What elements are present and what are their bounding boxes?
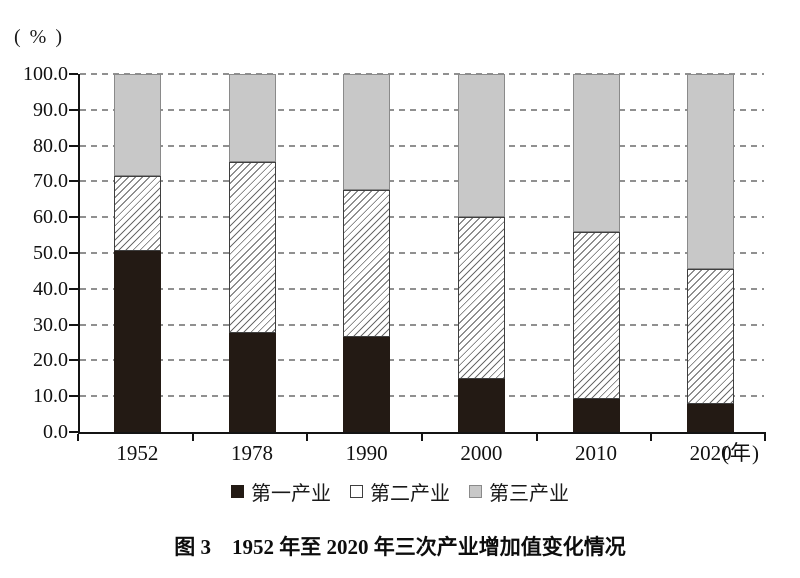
bar-segment-1990-series-0 <box>343 336 391 432</box>
y-axis-tick <box>69 216 78 219</box>
y-axis-tick-label: 10.0 <box>33 385 68 408</box>
x-axis-label-1990: 1990 <box>345 441 388 465</box>
bar-segment-1952-series-2 <box>113 74 161 177</box>
bar-segment-2020-series-1 <box>687 269 735 405</box>
x-axis-tick <box>192 434 194 441</box>
bar-segment-1952-series-1 <box>113 176 161 252</box>
legend-swatch-solid-square-icon <box>231 485 244 498</box>
x-axis-tick <box>764 434 766 441</box>
bar-segment-1978-series-0 <box>228 332 276 432</box>
legend-item-secondary-industry: 第二产业 <box>350 477 450 506</box>
x-axis-tick <box>77 434 79 441</box>
y-axis-tick-label: 50.0 <box>33 242 68 264</box>
bar-segment-2020-series-2 <box>687 74 735 270</box>
bar-segment-2010-series-1 <box>572 232 620 399</box>
y-axis-tick-label: 40.0 <box>33 277 68 300</box>
gridline <box>80 287 764 290</box>
x-axis-label-1952: 1952 <box>116 441 159 465</box>
y-axis-tick-label: 60.0 <box>33 206 68 229</box>
bar-segment-2020-series-0 <box>687 404 735 432</box>
bar-segment-2010-series-2 <box>572 74 620 233</box>
y-axis-unit-label: ( % ) <box>14 26 64 48</box>
bar-segment-2010-series-0 <box>572 398 620 432</box>
gridline <box>80 252 764 254</box>
x-axis-tick <box>421 434 423 441</box>
bar-segment-1952-series-0 <box>113 251 161 432</box>
y-axis-tick <box>69 144 78 147</box>
legend-label: 第一产业 <box>251 483 331 505</box>
x-axis-tick <box>306 434 308 441</box>
bar-segment-1990-series-2 <box>343 74 391 191</box>
bar-segment-2000-series-2 <box>457 74 505 217</box>
figure-caption: 图 3 1952 年至 2020 年三次产业增加值变化情况 <box>174 535 626 559</box>
gridline <box>80 323 764 326</box>
x-axis-label-2020: 2020 <box>689 441 732 465</box>
y-axis-tick <box>69 287 78 290</box>
bar-segment-2000-series-0 <box>457 379 505 432</box>
y-axis-tick-label: 100.0 <box>23 63 68 85</box>
legend-swatch-hatched-square-icon <box>350 485 363 498</box>
y-axis-tick <box>69 73 78 75</box>
legend-item-primary-industry: 第一产业 <box>231 477 331 506</box>
legend-swatch-gray-square-icon <box>469 485 482 498</box>
legend-item-tertiary-industry: 第三产业 <box>469 477 569 506</box>
legend-label: 第二产业 <box>370 483 450 505</box>
gridline <box>80 73 764 75</box>
bar-segment-1990-series-1 <box>343 190 391 337</box>
bar-1990 <box>343 74 391 432</box>
bar-segment-1978-series-1 <box>228 162 276 333</box>
gridline <box>80 395 764 398</box>
legend: 第一产业 第二产业 第三产业 <box>0 477 800 506</box>
y-axis-tick-label: 0.0 <box>43 421 68 443</box>
bar-2020 <box>687 74 735 432</box>
y-axis-tick <box>69 252 78 254</box>
x-axis-label-2010: 2010 <box>574 441 617 465</box>
bar-segment-1978-series-2 <box>228 74 276 163</box>
y-axis-line <box>78 74 80 434</box>
y-axis-tick <box>69 323 78 326</box>
gridline <box>80 216 764 219</box>
x-axis-tick <box>650 434 652 441</box>
x-axis-unit-label: (年) <box>722 441 760 465</box>
legend-label: 第三产业 <box>489 483 569 505</box>
y-axis-tick-label: 30.0 <box>33 313 68 336</box>
bar-2000 <box>457 74 505 432</box>
plot-area <box>69 73 768 441</box>
gridline <box>80 144 764 147</box>
y-axis-tick <box>69 395 78 398</box>
gridline <box>80 359 764 362</box>
x-axis-line <box>78 432 766 434</box>
y-axis-tick <box>69 431 78 433</box>
bar-1952 <box>113 74 161 432</box>
y-axis-tick-label: 90.0 <box>33 98 68 121</box>
bar-segment-2000-series-1 <box>457 216 505 380</box>
bar-1978 <box>228 74 276 432</box>
y-axis-tick <box>69 359 78 362</box>
bar-2010 <box>572 74 620 432</box>
y-axis-tick <box>69 108 78 111</box>
y-axis-tick-label: 20.0 <box>33 349 68 372</box>
y-axis-tick-label: 80.0 <box>33 134 68 157</box>
y-axis-tick-label: 70.0 <box>33 170 68 193</box>
gridline <box>80 180 764 183</box>
y-axis-tick <box>69 180 78 183</box>
gridline <box>80 108 764 111</box>
x-axis-label-1978: 1978 <box>230 441 273 465</box>
x-axis-tick <box>536 434 538 441</box>
x-axis-label-2000: 2000 <box>460 441 503 465</box>
